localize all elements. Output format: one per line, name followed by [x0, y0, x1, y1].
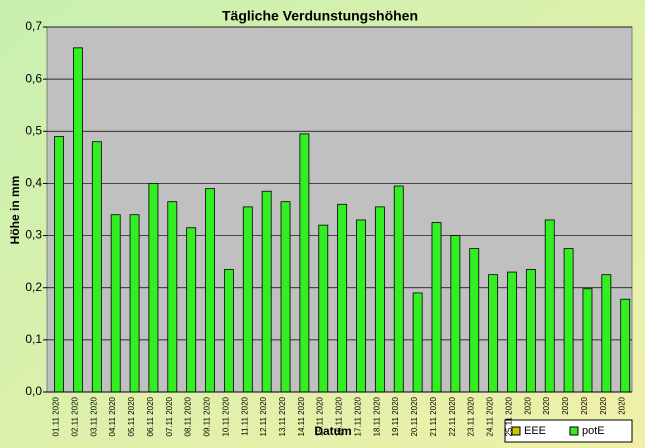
x-tick-label: 20.11 2020 — [410, 396, 419, 436]
y-tick-label: 0,0 — [25, 384, 42, 398]
x-tick-label: 22.11 2020 — [448, 396, 457, 436]
bar — [525, 269, 536, 393]
y-tick-label: 0,1 — [25, 332, 42, 346]
bar — [73, 47, 83, 393]
x-tick-label: 21.11 2020 — [429, 396, 438, 436]
bar — [280, 201, 291, 393]
x-tick-label: 03.11 2020 — [89, 396, 98, 436]
x-tick-label: 17.11 2020 — [353, 396, 362, 436]
x-tick-label: 23.11 2020 — [467, 396, 476, 436]
bar — [544, 219, 555, 393]
x-tick-label: 2020 — [599, 396, 608, 414]
x-tick-label: 02.11 2020 — [70, 396, 79, 436]
x-tick-label: 16.11 2020 — [335, 396, 344, 436]
x-tick-label: 09.11 2020 — [203, 396, 212, 436]
bar — [412, 292, 423, 393]
bar — [110, 214, 121, 393]
bar — [54, 136, 65, 393]
x-tick-label: 15.11 2020 — [316, 396, 325, 436]
bar — [582, 288, 593, 393]
x-tick-label: 08.11 2020 — [184, 396, 193, 436]
y-tick-label: 0,3 — [25, 228, 42, 242]
legend-label: potE — [582, 425, 605, 437]
bar — [148, 183, 159, 393]
bar — [488, 274, 499, 393]
x-tick-label: 2020 — [561, 396, 570, 414]
y-axis-label: Höhe in mm — [8, 176, 22, 245]
y-tick-label: 0,5 — [25, 123, 42, 137]
x-tick-label: 18.11 2020 — [372, 396, 381, 436]
chart-title: Tägliche Verdunstungshöhen — [222, 8, 418, 24]
bar — [299, 133, 310, 393]
y-tick-label: 0,2 — [25, 280, 42, 294]
x-tick-label: 13.11 2020 — [278, 396, 287, 436]
legend-swatch — [569, 426, 579, 436]
bar — [205, 188, 215, 393]
x-tick-label: 07.11 2020 — [165, 396, 174, 436]
x-tick-label: 12.11 2020 — [259, 396, 268, 436]
y-tick-label: 0,4 — [25, 176, 42, 190]
bar — [318, 224, 329, 393]
y-tick-label: 0,7 — [25, 19, 42, 33]
bar — [431, 222, 442, 393]
x-tick-label: 2020 — [580, 396, 589, 414]
bar — [129, 214, 140, 393]
bar — [337, 203, 348, 393]
bar — [91, 141, 102, 393]
bar — [620, 298, 631, 393]
bar — [563, 248, 574, 393]
x-tick-label: 11.11 2020 — [240, 396, 249, 435]
x-tick-label: 25.11 2020 — [504, 396, 513, 436]
bar — [601, 274, 612, 393]
bar — [374, 206, 385, 393]
x-tick-label: 24.11 2020 — [486, 396, 495, 436]
x-tick-label: 2020 — [523, 396, 532, 414]
bar — [393, 185, 404, 393]
bar — [223, 269, 234, 393]
x-tick-label: 19.11 2020 — [391, 396, 400, 436]
bar — [450, 235, 461, 393]
x-tick-label: 04.11 2020 — [108, 396, 117, 436]
x-axis-label: Datum — [314, 424, 351, 438]
bar — [186, 227, 197, 393]
x-tick-label: 2020 — [618, 396, 627, 414]
bar — [261, 190, 272, 393]
x-tick-label: 05.11 2020 — [127, 396, 136, 436]
bar — [242, 206, 253, 393]
bar — [507, 271, 517, 393]
x-tick-label: 14.11 2020 — [297, 396, 306, 436]
bar — [356, 219, 366, 393]
x-tick-label: 01.11 2020 — [52, 396, 61, 436]
x-tick-label: 2020 — [542, 396, 551, 414]
x-tick-label: 06.11 2020 — [146, 396, 155, 436]
x-tick-label: 10.11 2020 — [221, 396, 230, 436]
legend-swatch — [511, 426, 521, 436]
bar — [469, 248, 480, 393]
y-tick-label: 0,6 — [25, 71, 42, 85]
legend — [504, 419, 633, 443]
legend-label: EEE — [524, 425, 546, 437]
bar — [167, 201, 178, 393]
